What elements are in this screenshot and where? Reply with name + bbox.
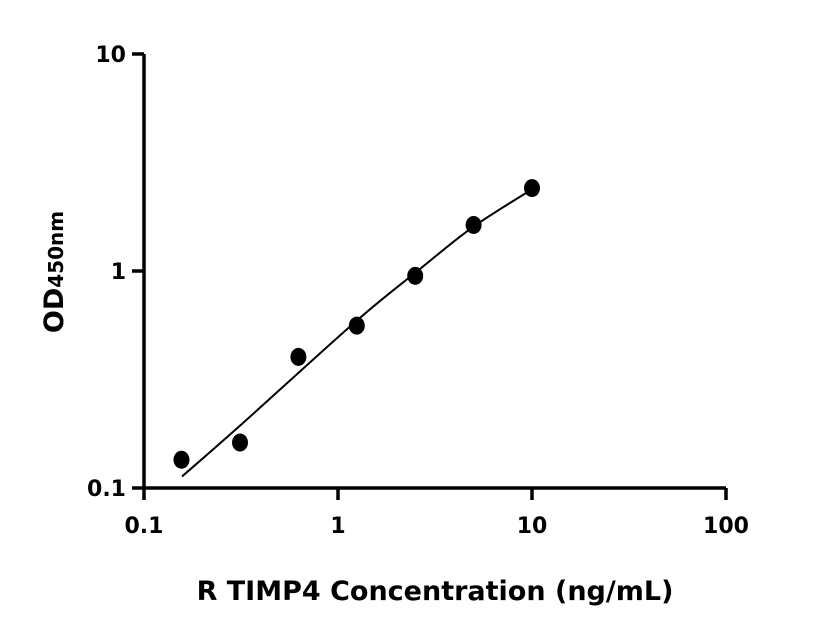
x-tick-label: 10 bbox=[517, 514, 548, 539]
data-point bbox=[524, 179, 540, 198]
y-tick-label: 0.1 bbox=[87, 477, 126, 502]
data-point bbox=[465, 215, 482, 234]
data-point bbox=[348, 316, 365, 335]
x-tick-label: 1 bbox=[330, 514, 345, 539]
data-point bbox=[407, 266, 424, 285]
y-axis-label-main: OD bbox=[39, 288, 70, 333]
data-points bbox=[173, 179, 540, 469]
data-point bbox=[290, 347, 307, 366]
y-axis-label-subscript: 450nm bbox=[44, 211, 68, 288]
axes bbox=[142, 54, 726, 490]
x-tick-label: 0.1 bbox=[125, 514, 164, 539]
data-point bbox=[232, 433, 249, 452]
y-tick-label: 1 bbox=[111, 260, 126, 285]
x-tick-label: 100 bbox=[703, 514, 749, 539]
y-axis-label: OD450nm bbox=[39, 211, 70, 333]
x-axis-label: R TIMP4 Concentration (ng/mL) bbox=[197, 576, 674, 607]
y-tick-label: 10 bbox=[95, 43, 126, 68]
ticks: 0.1 1 10 100 0.1 1 10 bbox=[87, 43, 749, 539]
data-point bbox=[173, 450, 190, 469]
